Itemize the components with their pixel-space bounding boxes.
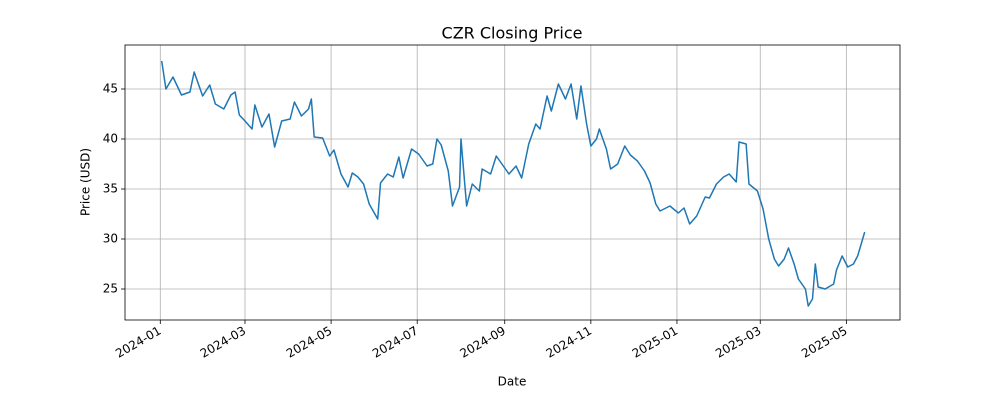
y-tick-label: 35 bbox=[103, 182, 118, 196]
x-axis-label: Date bbox=[498, 375, 527, 389]
y-tick-label: 45 bbox=[103, 82, 118, 96]
x-tick-label: 2024-01 bbox=[113, 324, 163, 361]
x-tick-label: 2024-07 bbox=[370, 324, 420, 361]
y-tick-label: 40 bbox=[103, 132, 118, 146]
x-tick-label: 2024-05 bbox=[284, 324, 334, 361]
chart-title: CZR Closing Price bbox=[442, 24, 583, 43]
y-tick-label: 25 bbox=[103, 282, 118, 296]
y-tick-label: 30 bbox=[103, 232, 118, 246]
x-tick-label: 2024-09 bbox=[458, 324, 508, 361]
price-line bbox=[160, 60, 866, 307]
x-tick-label: 2024-11 bbox=[544, 324, 594, 361]
x-tick-label: 2025-01 bbox=[630, 324, 680, 361]
x-tick-label: 2025-05 bbox=[799, 324, 849, 361]
x-tick-label: 2025-03 bbox=[713, 324, 763, 361]
y-axis-label: Price (USD) bbox=[79, 148, 93, 216]
x-tick-label: 2024-03 bbox=[198, 324, 248, 361]
plot-frame bbox=[124, 44, 901, 321]
